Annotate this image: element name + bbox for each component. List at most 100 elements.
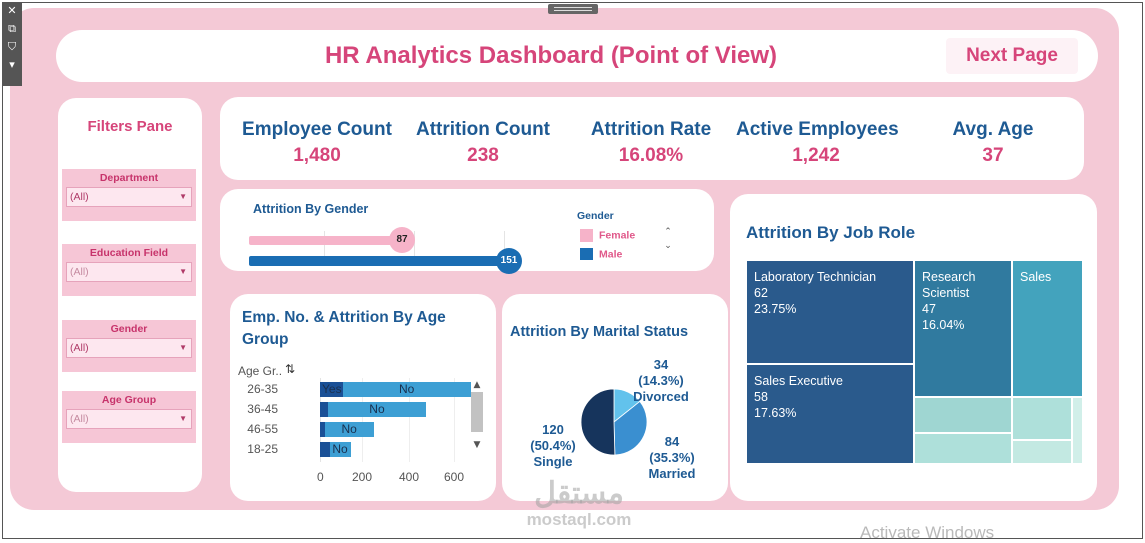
legend-item-female[interactable]: Female <box>580 229 635 242</box>
legend-title: Gender <box>577 210 614 222</box>
chevron-up-icon[interactable]: ▲ <box>473 380 481 390</box>
kpi-avg-age: Avg. Age 37 <box>943 119 1043 167</box>
kpi-attrition-rate: Attrition Rate 16.08% <box>586 119 716 167</box>
kpi-strip: Employee Count 1,480 Attrition Count 238… <box>220 97 1084 180</box>
job-treemap: Laboratory Technician 62 23.75% Sales Exec… <box>746 260 1083 464</box>
treemap-cell[interactable] <box>914 397 1012 433</box>
job-role-card: Attrition By Job Role Laboratory Technic… <box>730 194 1097 501</box>
age-bar-no[interactable] <box>320 422 374 437</box>
dashboard-canvas: HR Analytics Dashboard (Point of View) N… <box>10 8 1119 529</box>
filter-label: Department <box>99 172 159 184</box>
chevron-down-icon: ▼ <box>179 192 187 201</box>
popout-icon[interactable]: ⧉ <box>8 22 16 35</box>
next-page-button[interactable]: Next Page <box>946 38 1078 74</box>
close-icon[interactable]: ✕ <box>7 4 17 17</box>
kpi-active-employees: Active Employees 1,242 <box>736 119 899 167</box>
viz-toolbar: ✕ ⧉ ⛉ ▾ <box>2 2 22 86</box>
treemap-cell[interactable] <box>1072 397 1083 464</box>
kpi-label: Active Employees <box>736 119 899 140</box>
filter-icon[interactable]: ⛉ <box>7 40 17 53</box>
department-select[interactable]: (All) ▼ <box>66 187 192 207</box>
filter-label: Age Group <box>101 394 157 406</box>
male-bar[interactable] <box>249 256 499 266</box>
kpi-employee-count: Employee Count 1,480 <box>242 119 392 167</box>
category-label: 46-55 <box>247 422 278 436</box>
kpi-attrition-count: Attrition Count 238 <box>413 119 553 167</box>
page-title: HR Analytics Dashboard (Point of View) <box>324 42 778 69</box>
slice-label-single: 120 (50.4%) Single <box>530 422 576 469</box>
filter-education-field: Education Field (All) ▼ <box>62 244 196 296</box>
chevron-down-icon: ▼ <box>179 343 187 352</box>
age-group-select[interactable]: (All) ▼ <box>66 409 192 429</box>
age-bar-yes[interactable] <box>320 422 326 437</box>
gender-select[interactable]: (All) ▼ <box>66 338 192 358</box>
chart-scrollbar[interactable]: ▲ ▼ <box>470 380 484 460</box>
scroll-thumb[interactable] <box>471 392 483 432</box>
kpi-label: Attrition Count <box>415 119 550 140</box>
filters-title: Filters Pane <box>87 118 173 135</box>
yes-label: Yes <box>322 382 342 396</box>
kpi-label: Attrition Rate <box>590 119 712 140</box>
slice-label-divorced: 34 (14.3%) Divorced <box>633 357 689 404</box>
filter-label: Gender <box>110 323 148 335</box>
chart-title: Attrition By Job Role <box>746 223 916 242</box>
slice-label-married: 84 (35.3%) Married <box>648 434 696 481</box>
chevron-up-icon[interactable]: ⌃ <box>664 227 672 237</box>
education-field-select[interactable]: (All) ▼ <box>66 262 192 282</box>
tick-label: 200 <box>352 470 373 484</box>
axis-header: Age Gr.. <box>238 364 283 378</box>
category-label: 26-35 <box>247 382 278 396</box>
chart-title: Attrition By Marital Status <box>510 324 689 340</box>
dropdown-icon[interactable]: ▾ <box>9 58 15 71</box>
age-group-card: Emp. No. & Attrition By Age Group Age Gr… <box>230 294 496 501</box>
age-chart-area: Age Gr.. ⇅ 26-35 Yes No 36-45 No 46-55 No 18-25… <box>236 362 486 492</box>
kpi-label: Avg. Age <box>952 119 1034 140</box>
filter-gender: Gender (All) ▼ <box>62 320 196 372</box>
legend-item-male[interactable]: Male <box>580 248 622 260</box>
filter-label: Education Field <box>89 247 169 259</box>
treemap-cell[interactable] <box>1012 440 1072 464</box>
marital-pie[interactable] <box>580 388 648 456</box>
chart-title: Attrition By Gender <box>253 202 369 216</box>
treemap-cell-sales[interactable]: Sales <box>1012 260 1083 397</box>
category-label: 36-45 <box>247 402 278 416</box>
filters-pane: Filters Pane Department (All) ▼ Education… <box>58 98 202 492</box>
no-label: No <box>369 402 385 416</box>
treemap-cell-sales-executive[interactable]: Sales Executive 58 17.63% <box>746 364 914 464</box>
legend-scroll[interactable]: ⌃ ⌄ <box>661 225 675 255</box>
age-bar-no[interactable] <box>320 402 427 417</box>
male-swatch <box>580 248 593 260</box>
sort-icon[interactable]: ⇅ <box>285 362 296 376</box>
female-bar[interactable] <box>249 236 398 245</box>
watermark: مستقل mostaql.com <box>526 477 632 530</box>
pie-slice-married[interactable] <box>613 400 648 456</box>
kpi-value: 1,242 <box>792 145 840 166</box>
chevron-down-icon: ▼ <box>179 414 187 423</box>
chevron-down-icon[interactable]: ⌄ <box>664 241 672 251</box>
treemap-cell-research-scientist[interactable]: Research Scientist 47 16.04% <box>914 260 1012 397</box>
tick-label: 0 <box>317 470 324 484</box>
age-bar-yes[interactable] <box>320 382 344 397</box>
age-bar-no[interactable] <box>320 382 471 397</box>
title-bar: HR Analytics Dashboard (Point of View) N… <box>56 30 1098 82</box>
female-swatch <box>580 229 593 242</box>
treemap-cell[interactable] <box>1012 397 1072 440</box>
treemap-cell[interactable] <box>914 433 1012 464</box>
no-label: No <box>341 422 357 436</box>
drag-handle[interactable] <box>548 4 598 14</box>
treemap-cell-laboratory-technician[interactable]: Laboratory Technician 62 23.75% <box>746 260 914 364</box>
pie-slice-single[interactable] <box>580 388 616 456</box>
tick-label: 400 <box>399 470 420 484</box>
chart-title: Emp. No. & Attrition By Age Group <box>242 309 446 348</box>
age-bar-yes[interactable] <box>320 442 330 457</box>
category-label: 18-25 <box>247 442 278 456</box>
tick-label: 600 <box>444 470 465 484</box>
kpi-value: 16.08% <box>618 145 684 166</box>
chevron-down-icon[interactable]: ▼ <box>473 440 481 450</box>
age-bar-yes[interactable] <box>320 402 329 417</box>
chevron-down-icon: ▼ <box>179 267 187 276</box>
attrition-by-gender-card: Attrition By Gender 87 151 Gender Female… <box>220 189 714 274</box>
kpi-value: 37 <box>982 145 1004 166</box>
activate-windows-notice: Activate Windows <box>860 523 995 542</box>
kpi-value: 1,480 <box>293 145 341 166</box>
